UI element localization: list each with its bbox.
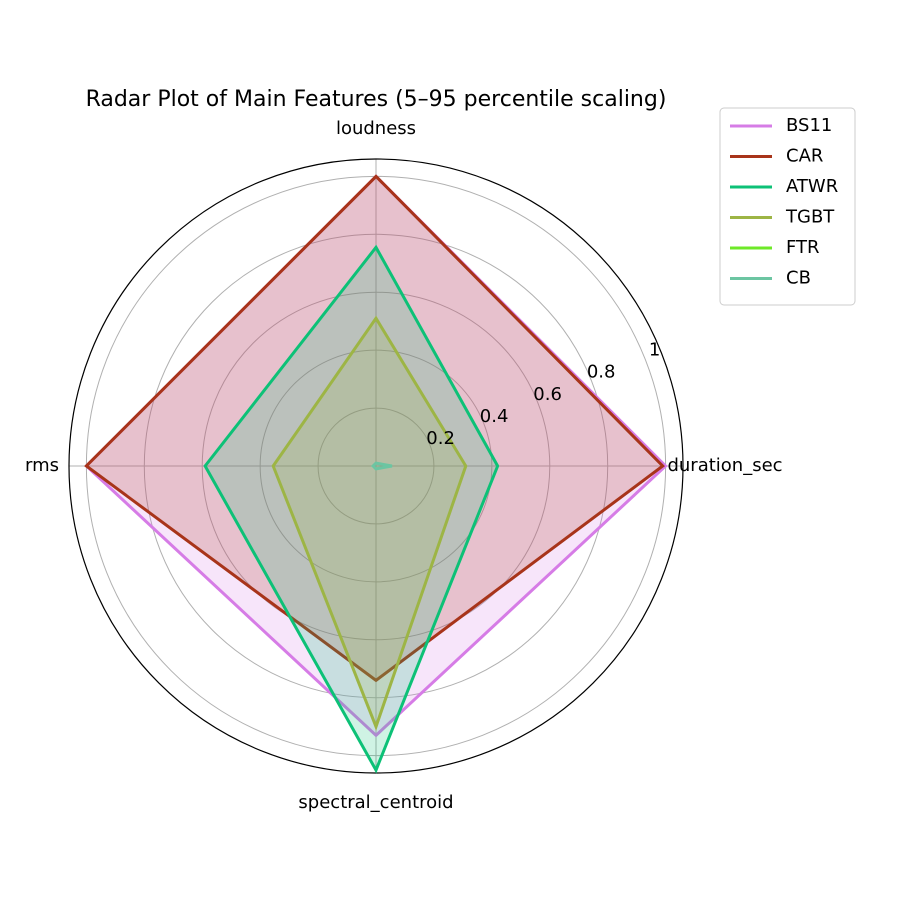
- category-label: loudness: [336, 118, 416, 139]
- r-tick-label: 0.4: [480, 406, 509, 427]
- series-area: [86, 176, 666, 736]
- legend-label: TGBT: [785, 207, 835, 228]
- series-area: [273, 318, 466, 727]
- r-tick-label: 0.8: [587, 362, 616, 383]
- category-label: rms: [25, 455, 59, 476]
- category-label: duration_sec: [667, 455, 782, 476]
- chart-title: Radar Plot of Main Features (5–95 percen…: [86, 87, 667, 112]
- category-label: spectral_centroid: [298, 792, 453, 813]
- r-tick-label: 0.2: [426, 428, 455, 449]
- legend: BS11 CAR ATWR TGBT FTR CB: [719, 107, 856, 306]
- legend-label: CB: [786, 268, 811, 289]
- r-tick-label: 0.6: [533, 384, 562, 405]
- series-line: [370, 461, 393, 471]
- legend-label: CAR: [786, 146, 823, 167]
- series-area: [86, 176, 663, 681]
- series-line: [271, 315, 468, 731]
- series-line: [84, 174, 666, 683]
- series-area: [205, 247, 498, 771]
- series-line: [203, 244, 500, 774]
- legend-label: FTR: [786, 237, 820, 258]
- legend-label: BS11: [786, 115, 832, 136]
- r-tick-label: 1: [649, 340, 660, 361]
- legend-label: ATWR: [786, 176, 838, 197]
